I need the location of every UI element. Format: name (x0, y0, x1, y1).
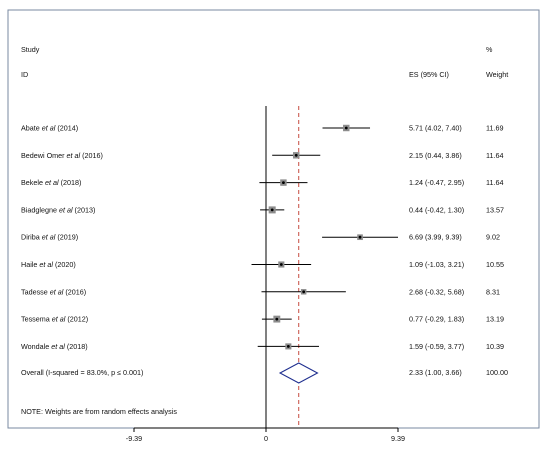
study-year: (2018) (59, 178, 82, 187)
overall-es-text: 2.33 (1.00, 3.66) (409, 368, 462, 377)
study-year: (2013) (73, 205, 96, 214)
x-tick-label: 9.39 (391, 434, 405, 443)
study-year: (2012) (65, 315, 88, 324)
study-etal: et al (50, 287, 64, 296)
study-es-text: 1.59 (-0.59, 3.77) (409, 342, 464, 351)
study-label: Tadesse et al (2016) (21, 287, 86, 296)
study-es-text: 0.44 (-0.42, 1.30) (409, 205, 464, 214)
point-estimate (279, 263, 283, 266)
study-es-text: 1.24 (-0.47, 2.95) (409, 178, 464, 187)
study-es-text: 6.69 (3.99, 9.39) (409, 233, 462, 242)
study-author: Bedewi Omer (21, 151, 67, 160)
study-label: Diriba et al (2019) (21, 233, 78, 242)
study-es-text: 2.68 (-0.32, 5.68) (409, 287, 464, 296)
study-year: (2014) (55, 124, 78, 133)
study-etal: et al (67, 151, 81, 160)
study-etal: et al (45, 178, 59, 187)
study-year: (2016) (63, 287, 86, 296)
study-rows: Abate et al (2014) 5.71 (4.02, 7.40) 11.69… (21, 124, 504, 351)
overall-diamond (278, 362, 319, 384)
header-percent: % (486, 45, 493, 54)
header-study: Study (21, 45, 40, 54)
study-es-text: 1.09 (-1.03, 3.21) (409, 260, 464, 269)
header-weight: Weight (486, 70, 508, 79)
study-author: Haile (21, 260, 39, 269)
study-weight-text: 10.39 (486, 342, 504, 351)
point-estimate (358, 235, 362, 239)
x-tick-label: 0 (264, 434, 268, 443)
study-year: (2018) (65, 342, 88, 351)
point-estimate (286, 345, 290, 348)
study-etal: et al (51, 342, 65, 351)
study-weight-text: 13.57 (486, 205, 504, 214)
overall-weight-text: 100.00 (486, 368, 508, 377)
header-es: ES (95% CI) (409, 70, 449, 79)
study-label: Biadglegne et al (2013) (21, 205, 95, 214)
study-author: Biadglegne (21, 205, 59, 214)
study-label: Haile et al (2020) (21, 260, 76, 269)
study-es-text: 0.77 (-0.29, 1.83) (409, 315, 464, 324)
study-author: Wondale (21, 342, 51, 351)
point-estimate (302, 290, 306, 294)
x-tick-label: -9.39 (126, 434, 142, 443)
study-author: Abate (21, 124, 42, 133)
study-etal: et al (42, 233, 56, 242)
study-year: (2020) (53, 260, 76, 269)
study-author: Bekele (21, 178, 45, 187)
point-estimate (294, 153, 298, 157)
overall-label: Overall (I-squared = 83.0%, p ≤ 0.001) (21, 368, 143, 377)
header-id: ID (21, 70, 28, 79)
study-year: (2019) (55, 233, 78, 242)
study-es-text: 5.71 (4.02, 7.40) (409, 124, 462, 133)
study-etal: et al (52, 315, 66, 324)
plot-marks (251, 106, 398, 428)
study-label: Wondale et al (2018) (21, 342, 88, 351)
study-author: Diriba (21, 233, 42, 242)
study-es-text: 2.15 (0.44, 3.86) (409, 151, 462, 160)
study-weight-text: 9.02 (486, 233, 500, 242)
study-label: Bekele et al (2018) (21, 178, 81, 187)
study-weight-text: 10.55 (486, 260, 504, 269)
note-text: NOTE: Weights are from random effects an… (21, 407, 177, 416)
study-etal: et al (59, 205, 73, 214)
study-year: (2016) (80, 151, 103, 160)
study-weight-text: 11.64 (486, 151, 503, 160)
point-estimate (275, 317, 279, 321)
study-author: Tadesse (21, 287, 50, 296)
study-weight-text: 11.64 (486, 178, 503, 187)
study-label: Bedewi Omer et al (2016) (21, 151, 103, 160)
study-etal: et al (42, 124, 56, 133)
study-weight-text: 8.31 (486, 287, 500, 296)
study-author: Tessema (21, 315, 52, 324)
point-estimate (270, 208, 274, 212)
study-label: Abate et al (2014) (21, 124, 78, 133)
study-weight-text: 11.69 (486, 124, 503, 133)
point-estimate (282, 181, 285, 185)
point-estimate (344, 126, 348, 130)
study-weight-text: 13.19 (486, 315, 504, 324)
study-etal: et al (39, 260, 53, 269)
study-label: Tessema et al (2012) (21, 315, 88, 324)
